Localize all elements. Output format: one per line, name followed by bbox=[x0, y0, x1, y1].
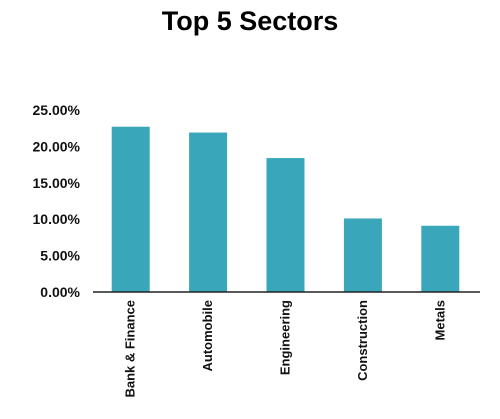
x-category-label: Engineering bbox=[278, 300, 293, 375]
bars bbox=[111, 126, 460, 292]
bar bbox=[266, 158, 305, 292]
y-tick-label: 5.00% bbox=[40, 248, 80, 264]
y-tick-label: 10.00% bbox=[33, 211, 81, 227]
y-axis-ticks: 0.00% 5.00% 10.00% 15.00% 20.00% 25.00% bbox=[33, 102, 81, 300]
x-axis-categories: Bank & Finance Automobile Engineering Const… bbox=[123, 300, 448, 398]
bar bbox=[189, 132, 228, 292]
bar bbox=[111, 126, 150, 292]
x-category-label: Metals bbox=[432, 300, 447, 340]
y-tick-label: 25.00% bbox=[33, 102, 81, 118]
chart-title: Top 5 Sectors bbox=[161, 6, 339, 36]
y-tick-label: 20.00% bbox=[33, 138, 81, 154]
x-category-label: Construction bbox=[355, 300, 370, 381]
y-tick-label: 15.00% bbox=[33, 175, 81, 191]
bar bbox=[421, 225, 460, 292]
y-tick-label: 0.00% bbox=[40, 284, 80, 300]
x-category-label: Automobile bbox=[200, 300, 215, 372]
x-category-label: Bank & Finance bbox=[123, 300, 138, 398]
bar bbox=[343, 218, 382, 292]
